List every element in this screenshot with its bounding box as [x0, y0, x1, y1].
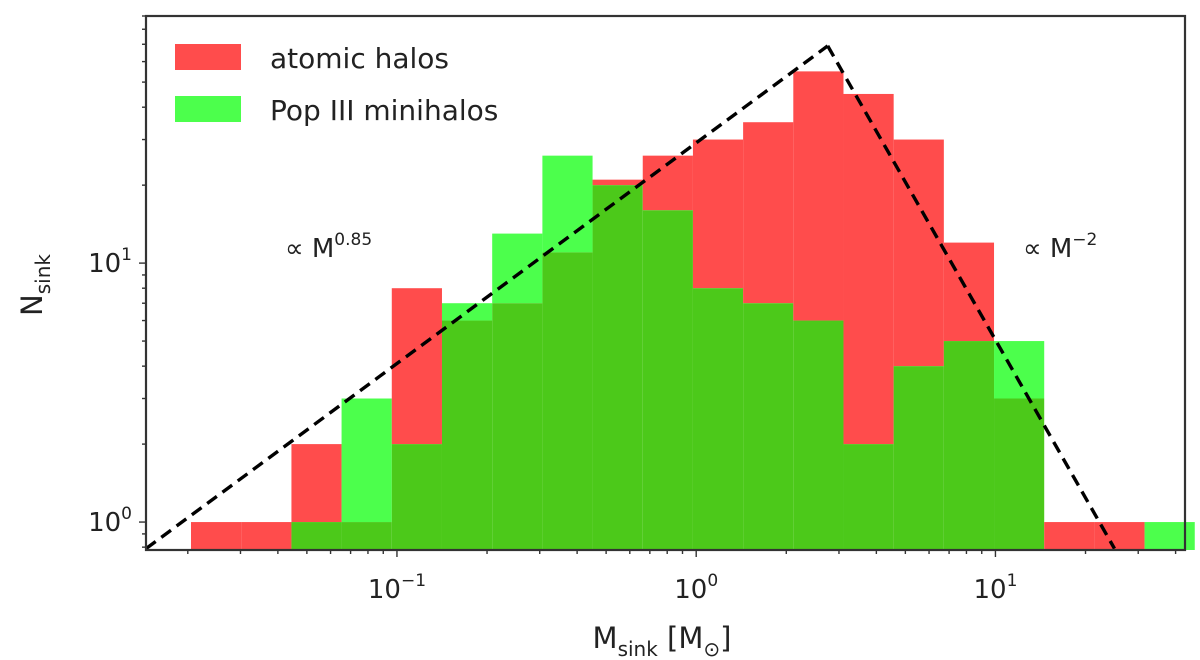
bar-overlap	[492, 303, 543, 550]
bar-atomic-halos	[692, 139, 744, 289]
legend-swatch-pop-iii-minihalos	[175, 96, 241, 122]
bar-overlap	[692, 288, 744, 550]
legend: atomic halos Pop III minihalos	[175, 42, 498, 127]
bar-overlap	[893, 366, 944, 550]
x-tick-label: 101	[973, 571, 1017, 605]
bar-atomic-halos	[793, 71, 844, 321]
x-axis-label: Msink [M⊙]	[593, 621, 732, 660]
bar-overlap	[441, 320, 493, 550]
plot-frame	[144, 14, 1187, 552]
legend-label-atomic-halos: atomic halos	[270, 42, 449, 75]
bar-atomic-halos	[592, 179, 643, 186]
legend-label-pop-iii-minihalos: Pop III minihalos	[270, 94, 498, 127]
bar-overlap	[743, 303, 794, 550]
bar-overlap	[793, 320, 844, 550]
bar-overlap	[291, 522, 342, 550]
bar-atomic-halos	[391, 288, 442, 445]
power-law-fit-lines	[144, 44, 1116, 550]
x-tick-label: 100	[674, 571, 718, 605]
bar-atomic-halos	[291, 444, 342, 523]
bar-overlap	[592, 185, 643, 550]
bar-pop-iii-minihalos	[341, 398, 392, 523]
bar-atomic-halos	[191, 522, 242, 550]
bar-atomic-halos	[241, 522, 292, 550]
bar-atomic-halos	[1044, 522, 1095, 550]
bar-pop-iii-minihalos	[441, 303, 493, 321]
bar-atomic-halos	[843, 93, 894, 445]
y-tick-label: 100	[88, 504, 132, 538]
y-axis-label: Nsink	[15, 254, 55, 316]
bar-overlap	[994, 398, 1045, 550]
fit-line-falling	[826, 45, 1116, 550]
bar-overlap	[542, 252, 593, 550]
bar-pop-iii-minihalos	[1144, 522, 1195, 550]
bar-atomic-halos	[893, 139, 944, 367]
bar-overlap	[391, 444, 442, 550]
x-tick-label: 10−1	[368, 571, 426, 605]
bar-overlap	[642, 210, 693, 550]
bar-overlap	[843, 444, 894, 550]
bar-atomic-halos	[743, 122, 794, 304]
bar-overlap	[341, 522, 392, 550]
fit-line-rising	[144, 44, 829, 550]
legend-swatch-atomic-halos	[175, 44, 241, 70]
axis-ticks: 10−1 100 101 100 101	[88, 15, 1177, 605]
bar-atomic-halos	[943, 242, 995, 342]
annotation-left-fit: ∝ M0.85	[285, 230, 372, 264]
y-tick-label: 101	[88, 245, 132, 279]
bar-pop-iii-minihalos	[492, 233, 543, 304]
bars-layer	[191, 71, 1195, 550]
annotation-right-fit: ∝ M−2	[1023, 230, 1097, 264]
bar-overlap	[943, 341, 995, 550]
